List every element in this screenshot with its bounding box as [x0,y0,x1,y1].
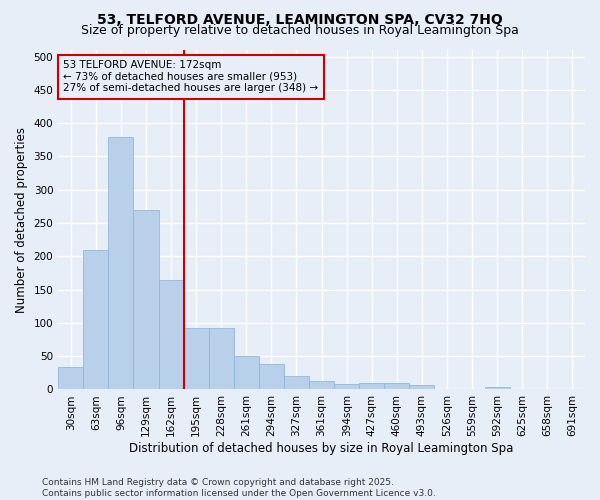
Bar [109,136,133,390]
Text: 53, TELFORD AVENUE, LEAMINGTON SPA, CV32 7HQ: 53, TELFORD AVENUE, LEAMINGTON SPA, CV32… [97,12,503,26]
Bar [334,384,359,390]
Bar [209,328,234,390]
Bar [485,387,510,390]
Bar [133,210,158,390]
Bar [309,382,334,390]
Bar [385,384,409,390]
Bar [184,328,209,390]
Bar [284,376,309,390]
Bar [409,385,434,390]
Bar [158,280,184,390]
Bar [234,356,259,390]
Bar [58,368,83,390]
X-axis label: Distribution of detached houses by size in Royal Leamington Spa: Distribution of detached houses by size … [130,442,514,455]
Text: 53 TELFORD AVENUE: 172sqm
← 73% of detached houses are smaller (953)
27% of semi: 53 TELFORD AVENUE: 172sqm ← 73% of detac… [64,60,319,94]
Bar [560,389,585,390]
Text: Size of property relative to detached houses in Royal Leamington Spa: Size of property relative to detached ho… [81,24,519,37]
Bar [259,364,284,390]
Text: Contains HM Land Registry data © Crown copyright and database right 2025.
Contai: Contains HM Land Registry data © Crown c… [42,478,436,498]
Y-axis label: Number of detached properties: Number of detached properties [15,126,28,312]
Bar [359,383,385,390]
Bar [83,250,109,390]
